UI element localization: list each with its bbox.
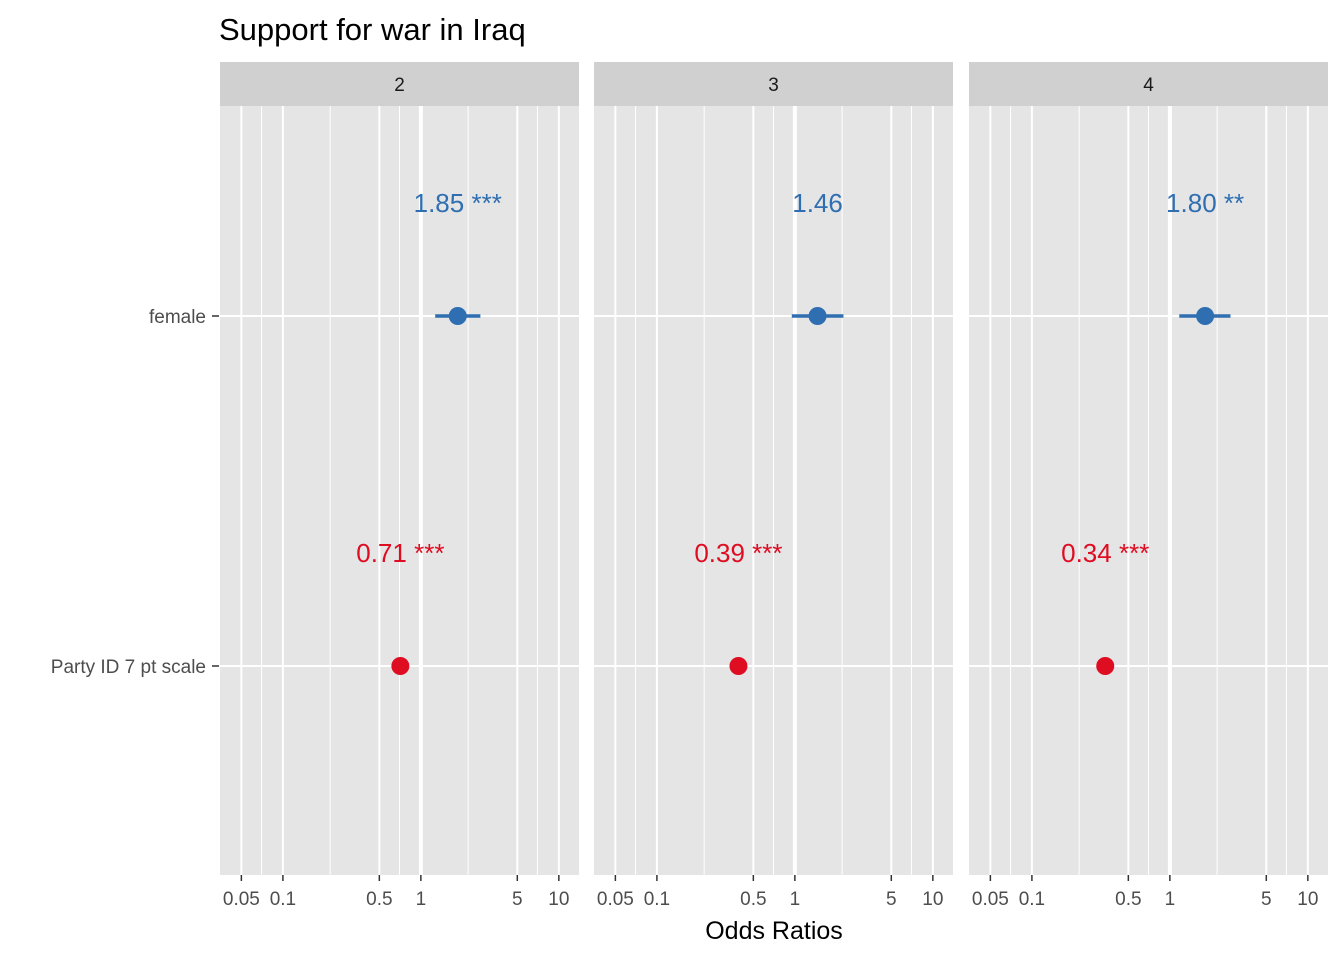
- data-label: 1.46: [792, 188, 843, 218]
- x-tick-label: 10: [922, 889, 943, 910]
- facet-strip-label: 4: [1143, 75, 1154, 96]
- x-tick-label: 0.1: [270, 889, 296, 910]
- data-label: 1.80 **: [1166, 188, 1244, 218]
- data-point: [808, 307, 827, 325]
- x-tick-label: 0.05: [223, 889, 260, 910]
- x-tick-label: 0.05: [972, 889, 1009, 910]
- y-tick-label: female: [149, 307, 206, 328]
- x-tick-label: 5: [886, 889, 897, 910]
- data-point: [1196, 307, 1215, 325]
- data-point: [391, 657, 410, 675]
- facet-strip: [220, 62, 579, 106]
- facet-strip: [594, 62, 953, 106]
- facet-strip-label: 2: [394, 75, 405, 96]
- data-point: [1096, 657, 1115, 675]
- x-tick-label: 1: [1165, 889, 1176, 910]
- chart-title: Support for war in Iraq: [219, 12, 526, 47]
- data-label: 0.71 ***: [356, 538, 444, 568]
- x-tick-label: 0.1: [1019, 889, 1045, 910]
- facet-strip-label: 3: [768, 75, 779, 96]
- x-tick-label: 10: [548, 889, 569, 910]
- x-tick-label: 10: [1297, 889, 1318, 910]
- x-tick-label: 5: [1261, 889, 1272, 910]
- facet-strip: [969, 62, 1328, 106]
- data-label: 1.85 ***: [414, 188, 502, 218]
- x-tick-label: 0.5: [1115, 889, 1141, 910]
- data-label: 0.34 ***: [1061, 538, 1149, 568]
- data-label: 0.39 ***: [694, 538, 782, 568]
- x-tick-label: 0.05: [597, 889, 634, 910]
- x-tick-label: 0.5: [366, 889, 392, 910]
- y-tick-label: Party ID 7 pt scale: [51, 657, 206, 678]
- data-point: [729, 657, 748, 675]
- data-point: [448, 307, 467, 325]
- x-tick-label: 0.5: [740, 889, 766, 910]
- x-tick-label: 0.1: [644, 889, 670, 910]
- x-tick-label: 1: [790, 889, 801, 910]
- x-axis-title: Odds Ratios: [705, 917, 843, 945]
- x-tick-label: 1: [416, 889, 427, 910]
- x-tick-label: 5: [512, 889, 523, 910]
